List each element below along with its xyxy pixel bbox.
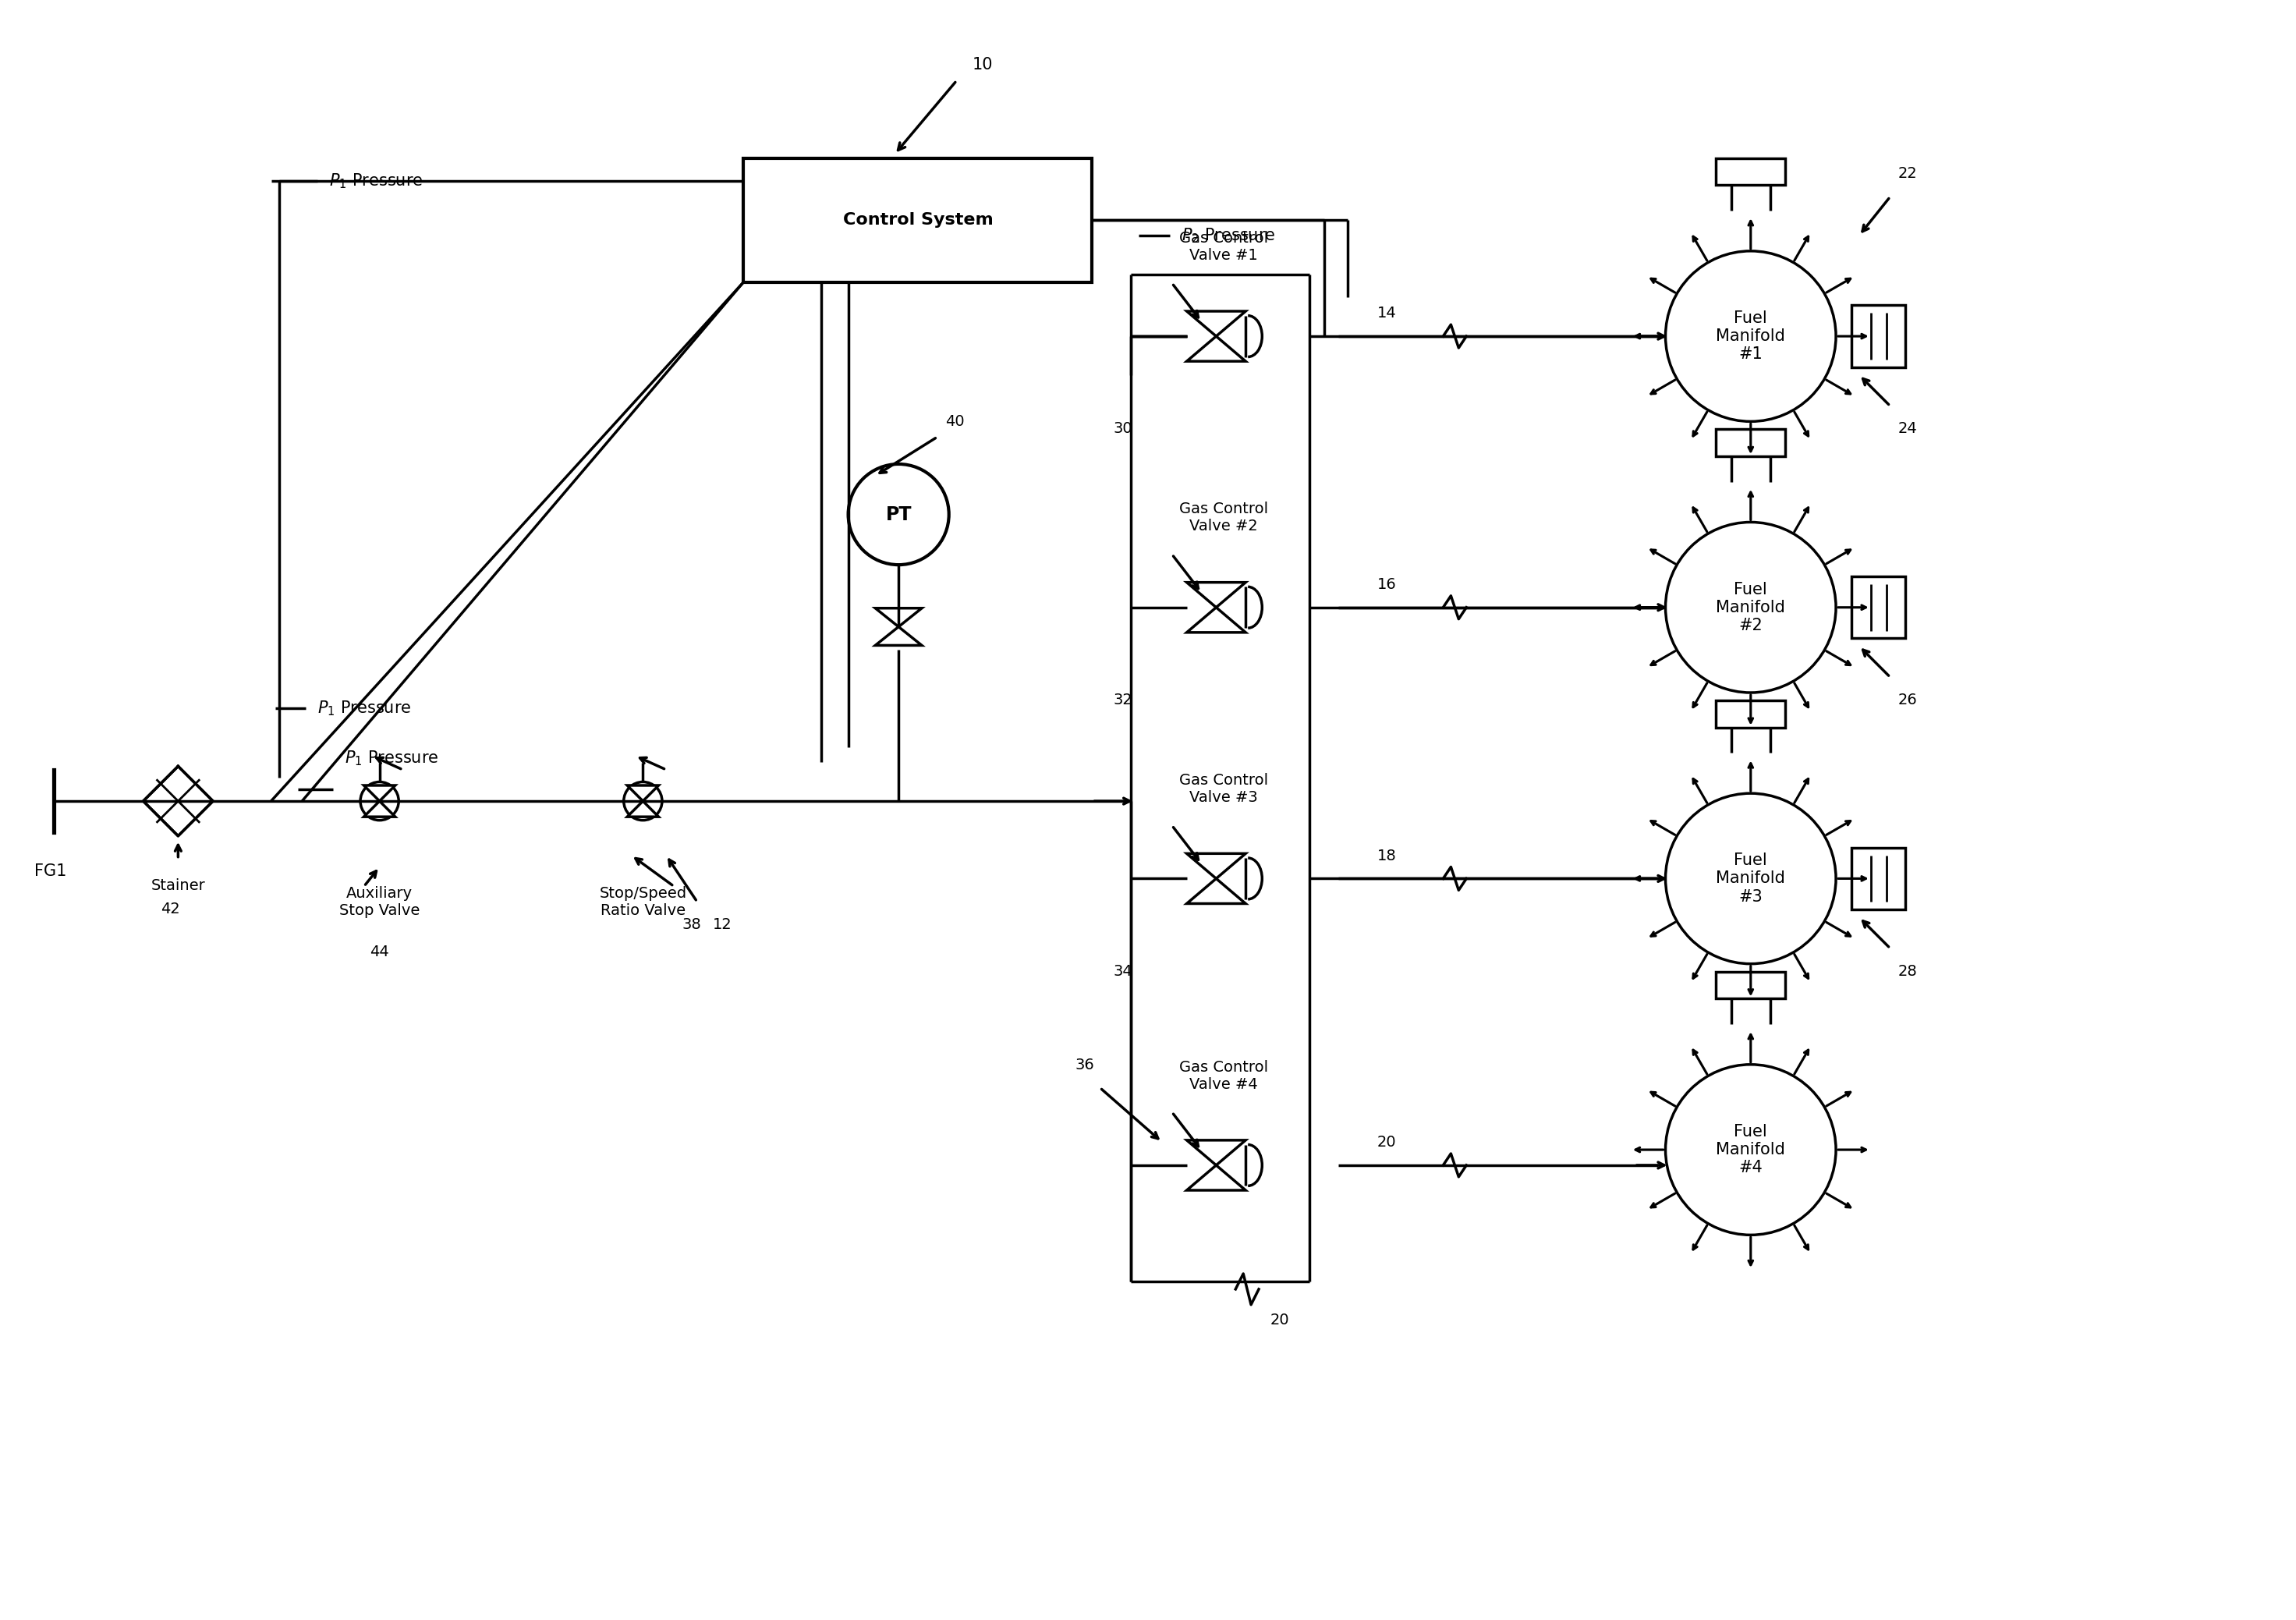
Text: 30: 30 [1114, 421, 1132, 436]
Text: 28: 28 [1899, 964, 1917, 978]
Text: 24: 24 [1899, 421, 1917, 436]
Circle shape [1665, 251, 1837, 421]
Bar [1851, 305, 1906, 368]
Text: Gas Control
Valve #2: Gas Control Valve #2 [1180, 502, 1267, 535]
Text: 34: 34 [1114, 964, 1132, 978]
Polygon shape [1187, 1165, 1247, 1191]
Bar [1715, 700, 1786, 727]
Text: 36: 36 [1075, 1058, 1095, 1072]
Text: Fuel
Manifold
#3: Fuel Manifold #3 [1715, 852, 1786, 904]
Text: 38: 38 [682, 917, 700, 931]
Text: Control System: Control System [843, 212, 994, 228]
Text: 40: 40 [946, 415, 964, 429]
Polygon shape [142, 766, 214, 836]
Text: $P_2$ Pressure: $P_2$ Pressure [1182, 227, 1274, 245]
Text: $P_1$ Pressure: $P_1$ Pressure [328, 172, 422, 191]
Polygon shape [1187, 337, 1247, 361]
Polygon shape [363, 786, 395, 802]
Text: PT: PT [886, 505, 912, 523]
Polygon shape [1187, 311, 1247, 337]
Text: Gas Control
Valve #4: Gas Control Valve #4 [1180, 1059, 1267, 1092]
Polygon shape [1187, 878, 1247, 904]
Polygon shape [1187, 582, 1247, 608]
Text: 20: 20 [1270, 1312, 1290, 1327]
Polygon shape [1187, 1140, 1247, 1165]
Text: 42: 42 [161, 902, 179, 917]
Text: Stop/Speed
Ratio Valve: Stop/Speed Ratio Valve [599, 886, 687, 919]
Text: Gas Control
Valve #1: Gas Control Valve #1 [1180, 230, 1267, 262]
Bar [744, 159, 1093, 282]
Text: 14: 14 [1378, 306, 1396, 321]
Polygon shape [875, 608, 921, 627]
Text: FG1: FG1 [34, 863, 67, 878]
Text: 16: 16 [1378, 577, 1396, 591]
Text: 18: 18 [1378, 849, 1396, 863]
Text: 22: 22 [1899, 167, 1917, 181]
Polygon shape [627, 802, 659, 816]
Text: 44: 44 [370, 944, 390, 959]
Polygon shape [875, 627, 921, 645]
Text: 32: 32 [1114, 693, 1132, 708]
Polygon shape [627, 786, 659, 802]
Bar [1715, 972, 1786, 998]
Text: $P_1$ Pressure: $P_1$ Pressure [317, 698, 411, 718]
Bar [1851, 847, 1906, 909]
Text: 10: 10 [971, 57, 992, 73]
Circle shape [1665, 794, 1837, 964]
Polygon shape [1187, 608, 1247, 632]
Circle shape [1665, 522, 1837, 693]
Bar [1715, 159, 1786, 185]
Bar [1715, 429, 1786, 457]
Text: Fuel
Manifold
#1: Fuel Manifold #1 [1715, 311, 1786, 363]
Circle shape [847, 463, 948, 565]
Text: Gas Control
Valve #3: Gas Control Valve #3 [1180, 773, 1267, 805]
Text: 12: 12 [712, 917, 732, 931]
Polygon shape [1187, 854, 1247, 878]
Polygon shape [363, 802, 395, 816]
Circle shape [1665, 1064, 1837, 1234]
Text: Auxiliary
Stop Valve: Auxiliary Stop Valve [340, 886, 420, 919]
Text: 20: 20 [1378, 1136, 1396, 1150]
Text: Stainer: Stainer [152, 878, 204, 893]
Bar [1851, 577, 1906, 638]
Text: Fuel
Manifold
#4: Fuel Manifold #4 [1715, 1124, 1786, 1176]
Text: $P_1$ Pressure: $P_1$ Pressure [344, 750, 439, 768]
Text: Fuel
Manifold
#2: Fuel Manifold #2 [1715, 582, 1786, 633]
Text: 26: 26 [1899, 693, 1917, 708]
